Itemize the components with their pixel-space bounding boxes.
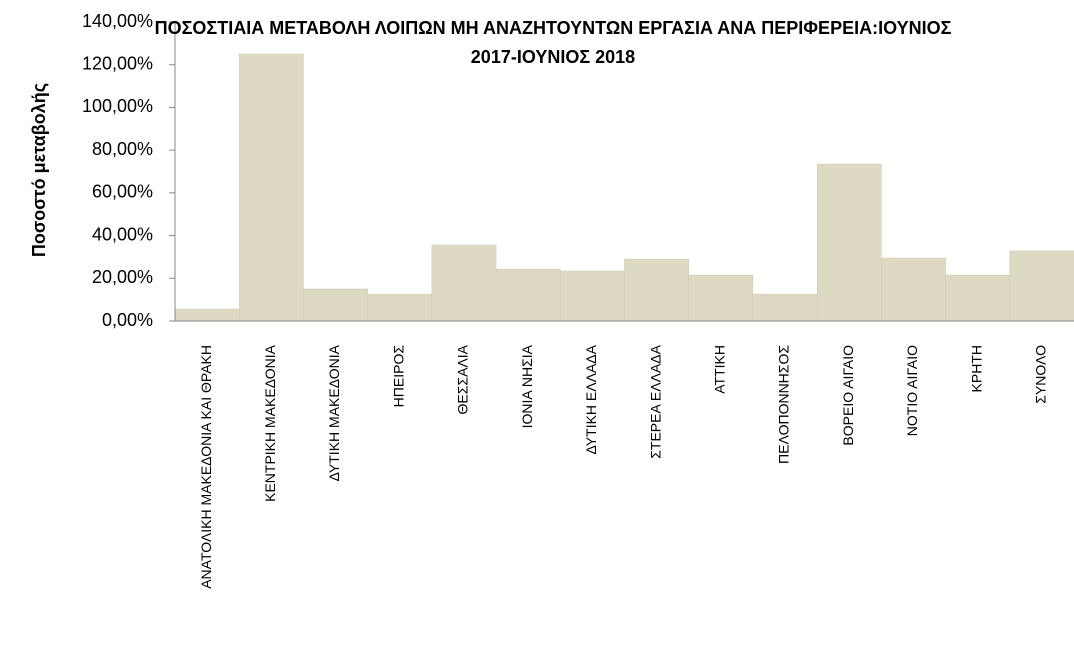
y-tick-label: 20,00% [92, 267, 153, 287]
bar [881, 257, 946, 322]
bar [303, 288, 368, 322]
x-tick-label: ΣΥΝΟΛΟ [1033, 345, 1049, 404]
y-tick-label: 140,00% [82, 11, 153, 31]
x-tick-label: ΒΟΡΕΙΟ ΑΙΓΑΙΟ [840, 345, 856, 446]
bar [560, 270, 625, 322]
bar [431, 244, 497, 322]
x-tick-label: ΑΤΤΙΚΗ [712, 345, 728, 394]
y-tick-label: 80,00% [92, 139, 153, 159]
bar [367, 293, 433, 322]
bar [495, 268, 561, 322]
y-tick-label: 0,00% [102, 310, 153, 330]
x-tick-label: ΔΥΤΙΚΗ ΜΑΚΕΔΟΝΙΑ [326, 344, 342, 481]
y-tick-label: 60,00% [92, 182, 153, 202]
x-tick-label: ΣΤΕΡΕΑ ΕΛΛΑΔΑ [647, 344, 663, 458]
x-tick-label: ΙΟΝΙΑ ΝΗΣΙΑ [519, 344, 535, 428]
x-tick-label: ΚΕΝΤΡΙΚΗ ΜΑΚΕΔΟΝΙΑ [262, 344, 278, 502]
y-tick-label: 40,00% [92, 224, 153, 244]
bar [816, 163, 882, 322]
x-tick-label: ΑΝΑΤΟΛΙΚΗ ΜΑΚΕΔΟΝΙΑ ΚΑΙ ΘΡΑΚΗ [198, 345, 214, 589]
y-tick-label: 100,00% [82, 96, 153, 116]
bar [624, 258, 689, 322]
x-tick-label: ΠΕΛΟΠΟΝΝΗΣΟΣ [776, 345, 792, 464]
bar [752, 293, 818, 322]
x-tick-label: ΚΡΗΤΗ [968, 345, 984, 392]
bar [1009, 250, 1074, 322]
x-tick-label: ΝΟΤΙΟ ΑΙΓΑΙΟ [904, 345, 920, 436]
x-tick-label: ΘΕΣΣΑΛΙΑ [455, 344, 471, 414]
y-axis-label: Ποσοστό μεταβολής [29, 83, 49, 257]
y-tick-label: 120,00% [82, 53, 153, 73]
x-tick-label: ΔΥΤΙΚΗ ΕΛΛΑΔΑ [583, 344, 599, 454]
bar [688, 274, 754, 322]
bar [174, 308, 240, 322]
x-tick-label: ΗΠΕΙΡΟΣ [390, 345, 406, 408]
bar [945, 274, 1011, 322]
chart-title: ΠΟΣΟΣΤΙΑΙΑ ΜΕΤΑΒΟΛΗ ΛΟΙΠΩΝ ΜΗ ΑΝΑΖΗΤΟΥΝΤ… [154, 18, 952, 67]
bar [238, 53, 304, 322]
